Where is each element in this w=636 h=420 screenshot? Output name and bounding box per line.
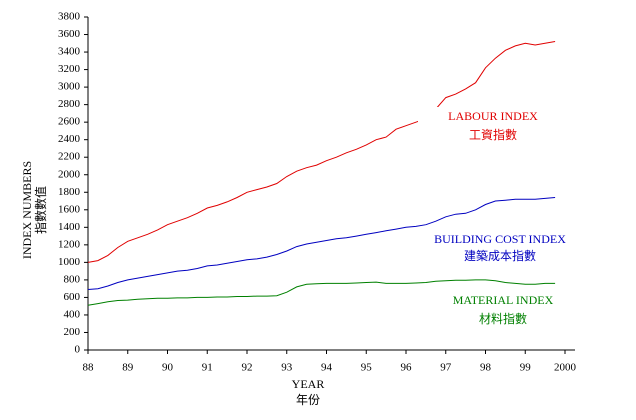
y-tick-label: 2600 (58, 116, 81, 128)
x-tick-label: 97 (440, 362, 452, 374)
series-line (87, 41, 556, 263)
x-tick-label: 91 (202, 362, 213, 374)
y-tick-label: 2000 (58, 168, 81, 180)
series-label: MATERIAL INDEX (453, 293, 554, 307)
x-tick-label: 95 (361, 362, 373, 374)
y-tick-label: 0 (75, 344, 81, 356)
series-label-zh: 材料指數 (479, 311, 527, 326)
y-tick-label: 1200 (58, 238, 81, 250)
x-tick-label: 90 (162, 362, 174, 374)
x-tick-label: 98 (480, 362, 492, 374)
x-tick-label: 99 (520, 362, 532, 374)
y-tick-label: 1800 (58, 186, 81, 198)
y-tick-label: 600 (64, 291, 81, 303)
y-tick-label: 3800 (58, 11, 81, 23)
y-tick-label: 800 (64, 273, 81, 285)
x-tick-label: 2000 (554, 362, 577, 374)
y-tick-label: 1000 (58, 256, 81, 268)
series-label: LABOUR INDEX (448, 109, 538, 123)
x-tick-label: 94 (321, 362, 333, 374)
y-axis-label-zh: 指數數值 (33, 186, 48, 234)
x-tick-label: 92 (242, 362, 253, 374)
y-tick-label: 3000 (58, 81, 81, 93)
series-line (87, 279, 556, 306)
y-tick-label: 2800 (58, 98, 81, 110)
y-tick-label: 1400 (58, 221, 81, 233)
x-tick-label: 88 (83, 362, 95, 374)
y-tick-label: 3200 (58, 63, 81, 75)
series-label-zh: 建築成本指數 (464, 248, 536, 263)
y-tick-label: 2400 (58, 133, 81, 145)
y-tick-label: 1600 (58, 203, 81, 215)
y-axis-label: INDEX NUMBERS (20, 161, 34, 259)
label-background (428, 291, 578, 330)
x-tick-label: 89 (122, 362, 134, 374)
series-label: BUILDING COST INDEX (434, 232, 566, 246)
y-tick-label: 3400 (58, 46, 81, 58)
y-tick-label: 3600 (58, 28, 81, 40)
label-background (418, 107, 568, 146)
y-tick-label: 400 (64, 308, 81, 320)
x-tick-label: 96 (401, 362, 413, 374)
series-line (87, 197, 556, 290)
y-tick-label: 200 (64, 326, 81, 338)
label-background (425, 230, 575, 267)
x-tick-label: 93 (281, 362, 293, 374)
x-axis-label-zh: 年份 (296, 393, 320, 407)
x-axis-label: YEAR (292, 377, 325, 391)
series-label-zh: 工資指數 (469, 127, 517, 142)
y-tick-label: 2200 (58, 151, 81, 163)
